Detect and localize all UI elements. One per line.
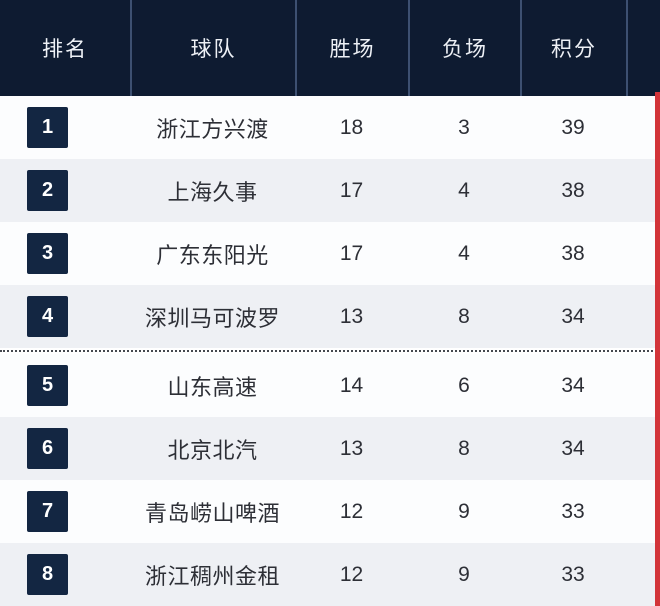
points-cell: 34 bbox=[561, 373, 585, 397]
cutoff-dashed-divider bbox=[0, 348, 660, 354]
points-cell: 33 bbox=[561, 562, 585, 586]
rank-badge: 7 bbox=[27, 491, 68, 532]
rank-cell: 7 bbox=[0, 491, 130, 532]
wins-cell: 17 bbox=[339, 241, 364, 265]
table-body: 1 浙江方兴渡 18 3 39 2 上海久事 17 4 38 3 广东东阳光 1… bbox=[0, 96, 660, 606]
losses-cell: 9 bbox=[458, 499, 470, 523]
team-name-cell: 北京北汽 bbox=[167, 437, 258, 463]
team-name-cell: 深圳马可波罗 bbox=[144, 305, 280, 331]
wins-cell: 12 bbox=[339, 562, 364, 586]
rank-cell: 3 bbox=[0, 233, 130, 274]
table-row: 6 北京北汽 13 8 34 bbox=[0, 417, 660, 480]
team-name-cell: 上海久事 bbox=[167, 179, 258, 205]
team-name-cell: 广东东阳光 bbox=[156, 242, 269, 268]
rank-cell: 8 bbox=[0, 554, 130, 595]
losses-cell: 4 bbox=[458, 241, 470, 265]
wins-cell: 14 bbox=[339, 373, 364, 397]
rank-cell: 5 bbox=[0, 365, 130, 406]
team-name-cell: 浙江稠州金租 bbox=[144, 563, 280, 589]
rank-cell: 2 bbox=[0, 170, 130, 211]
rank-badge: 8 bbox=[27, 554, 68, 595]
column-header-wins: 胜场 bbox=[295, 0, 408, 96]
losses-cell: 6 bbox=[458, 373, 470, 397]
losses-cell: 3 bbox=[458, 115, 470, 139]
points-cell: 39 bbox=[561, 115, 585, 139]
dashed-line bbox=[0, 350, 660, 352]
team-name-cell: 青岛崂山啤酒 bbox=[144, 500, 280, 526]
points-cell: 34 bbox=[561, 436, 585, 460]
losses-cell: 8 bbox=[458, 304, 470, 328]
wins-cell: 18 bbox=[339, 115, 364, 139]
rank-badge: 5 bbox=[27, 365, 68, 406]
table-row: 8 浙江稠州金租 12 9 33 bbox=[0, 543, 660, 606]
points-cell: 33 bbox=[561, 499, 585, 523]
rank-cell: 6 bbox=[0, 428, 130, 469]
table-row: 2 上海久事 17 4 38 bbox=[0, 159, 660, 222]
rank-badge: 6 bbox=[27, 428, 68, 469]
rank-badge: 1 bbox=[27, 107, 68, 148]
table-header: 排名 球队 胜场 负场 积分 bbox=[0, 0, 660, 96]
points-cell: 34 bbox=[561, 304, 585, 328]
losses-cell: 8 bbox=[458, 436, 470, 460]
rank-badge: 4 bbox=[27, 296, 68, 337]
rank-cell: 4 bbox=[0, 296, 130, 337]
column-header-spacer bbox=[626, 0, 660, 96]
right-edge-red-strip bbox=[655, 92, 660, 606]
table-row: 1 浙江方兴渡 18 3 39 bbox=[0, 96, 660, 159]
team-name-cell: 山东高速 bbox=[167, 374, 258, 400]
losses-cell: 9 bbox=[458, 562, 470, 586]
table-row: 3 广东东阳光 17 4 38 bbox=[0, 222, 660, 285]
points-cell: 38 bbox=[561, 241, 585, 265]
points-cell: 38 bbox=[561, 178, 585, 202]
rank-cell: 1 bbox=[0, 107, 130, 148]
table-row: 7 青岛崂山啤酒 12 9 33 bbox=[0, 480, 660, 543]
wins-cell: 13 bbox=[339, 436, 364, 460]
team-name-cell: 浙江方兴渡 bbox=[156, 116, 269, 142]
table-row: 4 深圳马可波罗 13 8 34 bbox=[0, 285, 660, 348]
wins-cell: 12 bbox=[339, 499, 364, 523]
wins-cell: 17 bbox=[339, 178, 364, 202]
table-row: 5 山东高速 14 6 34 bbox=[0, 354, 660, 417]
column-header-team: 球队 bbox=[130, 0, 295, 96]
rank-badge: 2 bbox=[27, 170, 68, 211]
rank-badge: 3 bbox=[27, 233, 68, 274]
column-header-points: 积分 bbox=[520, 0, 626, 96]
wins-cell: 13 bbox=[339, 304, 364, 328]
column-header-losses: 负场 bbox=[408, 0, 520, 96]
losses-cell: 4 bbox=[458, 178, 470, 202]
column-header-rank: 排名 bbox=[42, 38, 88, 61]
